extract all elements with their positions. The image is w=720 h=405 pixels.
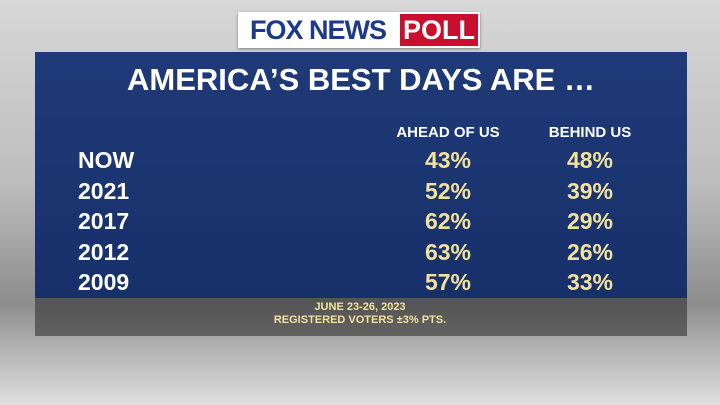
row-label: NOW [78, 147, 135, 173]
table-cell: 62% [424, 208, 472, 234]
table-cell: 57% [424, 269, 472, 295]
title: AMERICA’S BEST DAYS ARE … [127, 62, 595, 97]
row-label: 2017 [78, 208, 130, 234]
table-cell: 33% [566, 269, 614, 295]
logo-tag: POLL [400, 14, 478, 46]
table-cell: 43% [424, 147, 472, 173]
footer-band [35, 298, 687, 336]
footnote: REGISTERED VOTERS ±3% PTS. [273, 314, 447, 326]
logo: FOX NEWS POLL [238, 12, 480, 48]
table-cell: 63% [424, 238, 472, 265]
footnote: JUNE 23-26, 2023 [314, 301, 406, 313]
row-label: 2021 [78, 177, 130, 204]
table-cell: 39% [566, 177, 614, 204]
row-label: 2012 [78, 238, 130, 265]
column-header: BEHIND US [548, 124, 632, 141]
column-header: AHEAD OF US [396, 124, 500, 141]
table-cell: 26% [566, 238, 614, 265]
row-label: 2009 [78, 269, 130, 295]
table-cell: 48% [566, 147, 614, 173]
logo-text: FOX NEWS [249, 14, 387, 45]
table-panel: AMERICA’S BEST DAYS ARE … AHEAD OF US BEH… [35, 52, 687, 298]
table-cell: 52% [424, 177, 472, 204]
table-cell: 29% [566, 208, 614, 234]
